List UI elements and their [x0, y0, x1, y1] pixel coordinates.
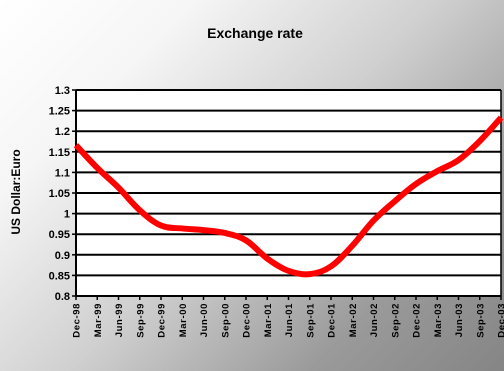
x-tick-label: Jun-03 — [454, 303, 465, 337]
x-tick-label: Dec-99 — [157, 303, 168, 338]
x-tick-label: Dec-02 — [412, 303, 423, 338]
y-tick-label: 0.9 — [55, 250, 70, 262]
y-axis-ticks: 0.8 0.85 0.9 0.95 1 1.05 1.1 1.15 1.2 1.25 1.3 — [49, 85, 76, 303]
x-tick-label: Sep-03 — [475, 303, 486, 338]
y-tick-label: 0.8 — [55, 291, 70, 303]
y-tick-label: 1.2 — [55, 126, 70, 138]
x-tick-label: Dec-00 — [242, 303, 253, 338]
x-tick-label: Jun-02 — [369, 303, 380, 337]
x-tick-label: Mar-99 — [93, 303, 104, 337]
x-tick-label: Sep-01 — [305, 303, 316, 338]
x-axis-ticks: Dec-98 Mar-99 Jun-99 Sep-99 Dec-99 Mar-00 Jun-… — [72, 296, 504, 338]
x-tick-label: Jun-01 — [284, 303, 295, 337]
x-tick-label: Jun-00 — [199, 303, 210, 337]
y-tick-label: 1.1 — [55, 167, 70, 179]
x-tick-label: Mar-01 — [263, 303, 274, 337]
y-tick-label: 0.95 — [49, 229, 70, 241]
y-tick-label: 1.3 — [55, 85, 70, 97]
chart-title: Exchange rate — [207, 25, 303, 41]
x-tick-label: Dec-98 — [72, 303, 83, 338]
series-layer — [73, 115, 504, 278]
y-tick-label: 0.85 — [49, 270, 70, 282]
y-axis-title: US Dollar:Euro — [9, 149, 23, 234]
x-tick-label: Mar-02 — [348, 303, 359, 337]
x-tick-label: Mar-00 — [178, 303, 189, 337]
x-tick-label: Mar-03 — [433, 303, 444, 337]
y-tick-label: 1.05 — [49, 188, 70, 200]
y-tick-label: 1.25 — [49, 106, 70, 118]
x-tick-label: Sep-00 — [220, 303, 231, 338]
series-line — [73, 115, 504, 278]
x-tick-label: Sep-99 — [135, 303, 146, 338]
x-tick-label: Jun-99 — [114, 303, 125, 337]
x-tick-label: Dec-03 — [497, 303, 504, 338]
y-tick-label: 1.15 — [49, 147, 70, 159]
x-tick-label: Dec-01 — [327, 303, 338, 338]
y-tick-label: 1 — [64, 209, 70, 221]
gridlines — [75, 89, 502, 297]
x-tick-label: Sep-02 — [390, 303, 401, 338]
